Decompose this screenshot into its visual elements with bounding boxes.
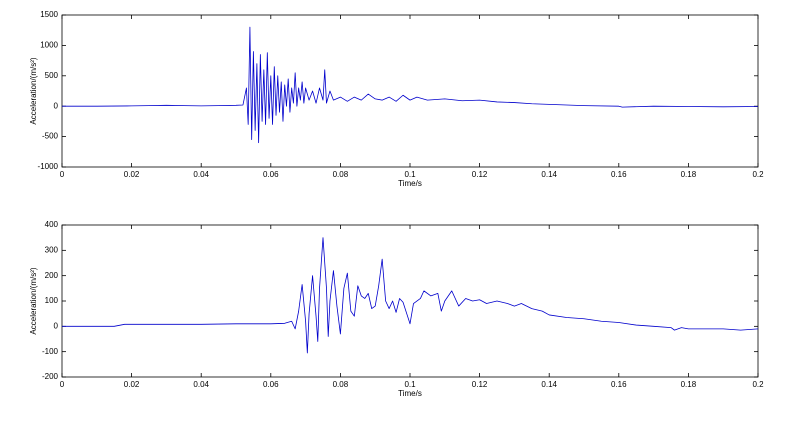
x-tick-label: 0.02 bbox=[124, 380, 140, 389]
y-tick-label: 400 bbox=[45, 220, 59, 229]
x-tick-label: 0.06 bbox=[263, 380, 279, 389]
x-tick-label: 0.12 bbox=[472, 380, 488, 389]
y-tick-label: 300 bbox=[45, 245, 59, 254]
x-tick-label: 0.08 bbox=[333, 170, 349, 179]
x-tick-label: 0.04 bbox=[193, 380, 209, 389]
plot-area bbox=[61, 224, 759, 378]
y-axis-label: Acceleration/(m/s²) bbox=[29, 267, 38, 334]
data-line bbox=[62, 237, 759, 354]
x-tick-label: 0.16 bbox=[611, 170, 627, 179]
x-tick-label: 0.14 bbox=[541, 170, 557, 179]
y-tick-label: -100 bbox=[42, 347, 59, 356]
y-tick-label: 500 bbox=[45, 71, 59, 80]
x-tick-label: 0.08 bbox=[333, 380, 349, 389]
x-tick-label: 0 bbox=[60, 380, 65, 389]
y-tick-label: -500 bbox=[42, 132, 59, 141]
y-tick-label: 200 bbox=[45, 271, 59, 280]
y-tick-label: 1500 bbox=[40, 10, 58, 19]
x-tick-label: 0.14 bbox=[541, 380, 557, 389]
x-tick-label: 0.02 bbox=[124, 170, 140, 179]
x-tick-label: 0.18 bbox=[681, 170, 697, 179]
x-tick-label: 0.16 bbox=[611, 380, 627, 389]
x-tick-label: 0.1 bbox=[404, 380, 416, 389]
x-tick-label: 0.18 bbox=[681, 380, 697, 389]
y-tick-label: -1000 bbox=[38, 162, 59, 171]
x-axis-label: Time/s bbox=[398, 179, 422, 188]
x-tick-label: 0.06 bbox=[263, 170, 279, 179]
data-line bbox=[62, 26, 759, 144]
x-tick-label: 0.2 bbox=[752, 380, 764, 389]
x-tick-label: 0.1 bbox=[404, 170, 416, 179]
y-tick-label: 0 bbox=[54, 101, 59, 110]
y-tick-label: 1000 bbox=[40, 41, 58, 50]
y-tick-label: 0 bbox=[54, 321, 59, 330]
y-tick-label: 100 bbox=[45, 296, 59, 305]
x-tick-label: 0.2 bbox=[752, 170, 764, 179]
plot-area bbox=[61, 14, 759, 168]
y-tick-label: -200 bbox=[42, 372, 59, 381]
y-axis-label: Acceleration/(m/s²) bbox=[29, 57, 38, 124]
x-axis-label: Time/s bbox=[398, 389, 422, 398]
x-tick-label: 0.12 bbox=[472, 170, 488, 179]
x-tick-label: 0.04 bbox=[193, 170, 209, 179]
x-tick-label: 0 bbox=[60, 170, 65, 179]
